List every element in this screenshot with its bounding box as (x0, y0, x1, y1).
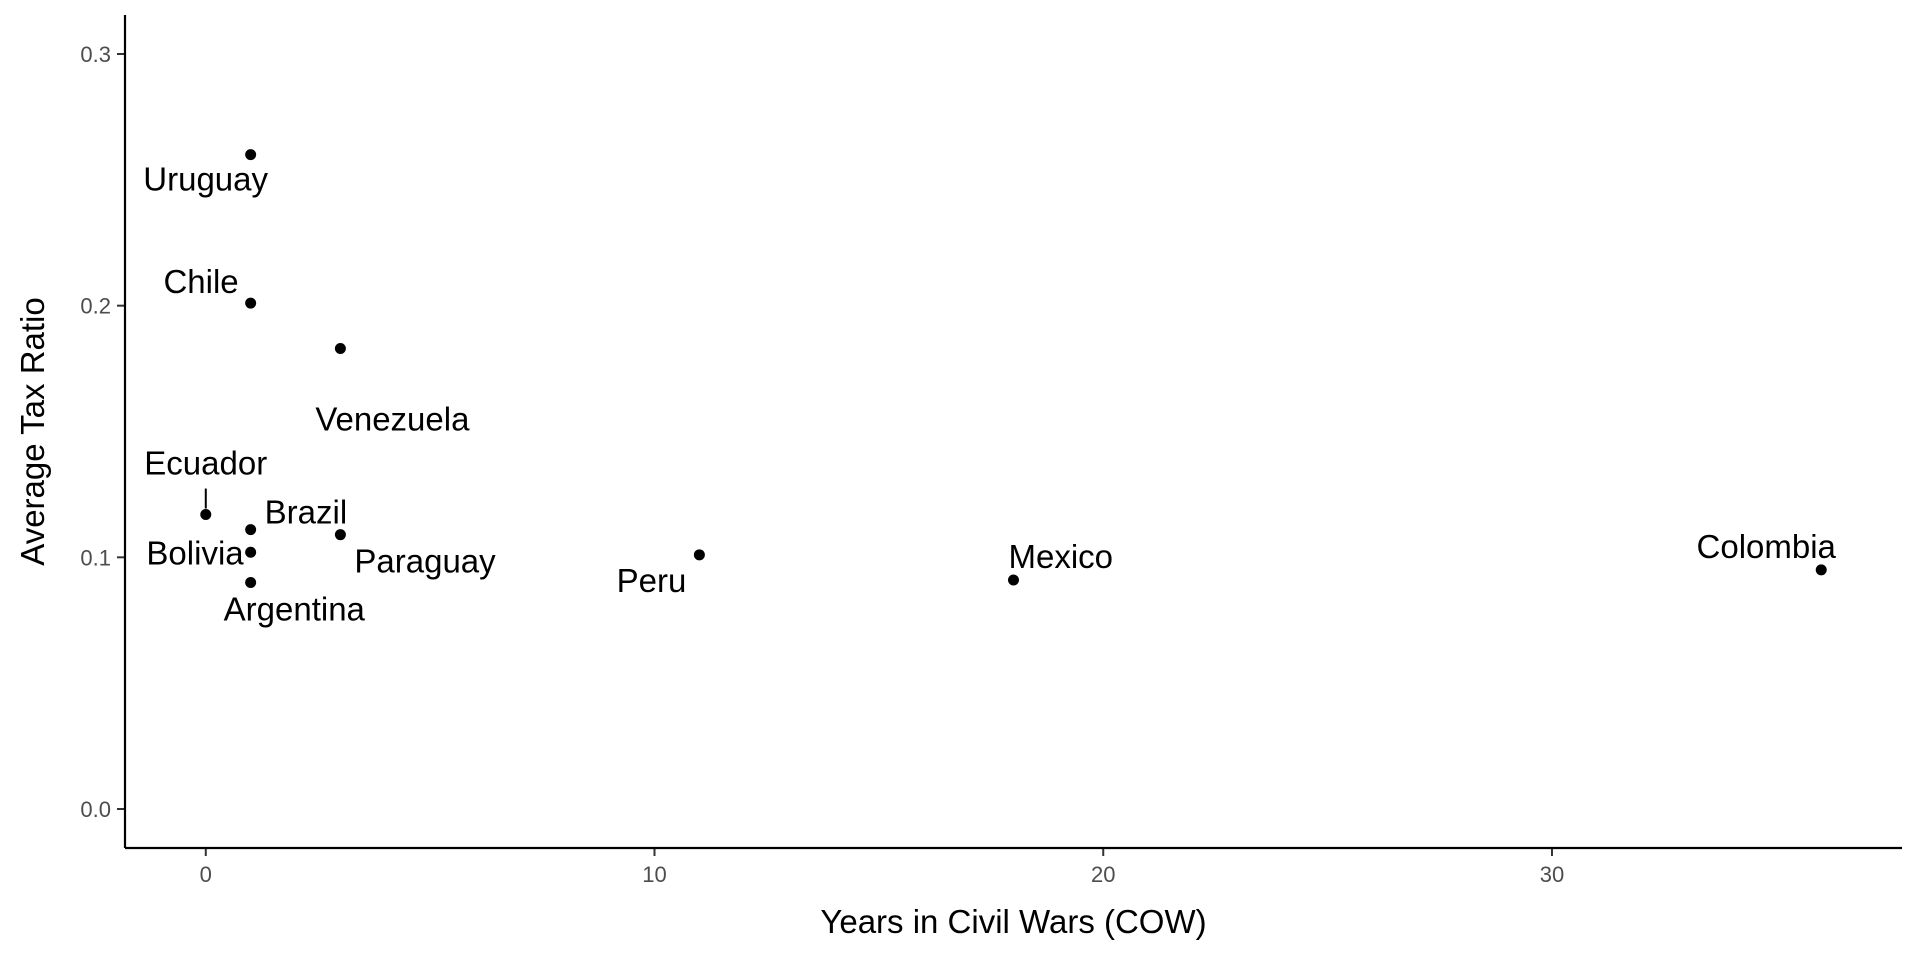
point-label: Venezuela (315, 400, 470, 437)
y-tick-label: 0.1 (80, 545, 111, 570)
data-point (245, 524, 257, 536)
y-tick-label: 0.3 (80, 42, 111, 67)
point-label: Brazil (265, 494, 348, 531)
point-label: Mexico (1009, 538, 1114, 575)
point-label: Argentina (224, 590, 366, 627)
point-label: Paraguay (354, 543, 496, 580)
point-label: Bolivia (146, 534, 244, 571)
y-tick-label: 0.2 (80, 294, 111, 319)
x-tick-label: 10 (642, 862, 666, 887)
data-point (1815, 564, 1827, 576)
point-labels: Uruguay Chile Venezuela Ecuador Brazil Bolivi… (143, 161, 1836, 628)
data-points (200, 149, 1827, 588)
point-label: Uruguay (143, 161, 268, 198)
y-tick-label: 0.0 (80, 797, 111, 822)
x-tick-label: 20 (1091, 862, 1115, 887)
y-axis-ticks: 0.0 0.1 0.2 0.3 (80, 42, 125, 822)
data-point (245, 576, 257, 588)
point-label: Ecuador (144, 445, 267, 482)
data-point (200, 509, 212, 521)
x-axis-title: Years in Civil Wars (COW) (820, 903, 1206, 940)
x-tick-label: 30 (1540, 862, 1564, 887)
x-axis-ticks: 0 10 20 30 (200, 848, 1564, 887)
x-tick-label: 0 (200, 862, 212, 887)
point-label: Colombia (1697, 528, 1837, 565)
point-label: Chile (163, 263, 238, 300)
data-point (245, 297, 257, 309)
data-point (693, 549, 705, 561)
y-axis-title: Average Tax Ratio (14, 297, 51, 565)
data-point (245, 149, 257, 161)
point-label: Peru (617, 562, 687, 599)
data-point (334, 342, 346, 354)
data-point (1008, 574, 1019, 586)
data-point (245, 546, 257, 558)
data-point (334, 529, 346, 541)
